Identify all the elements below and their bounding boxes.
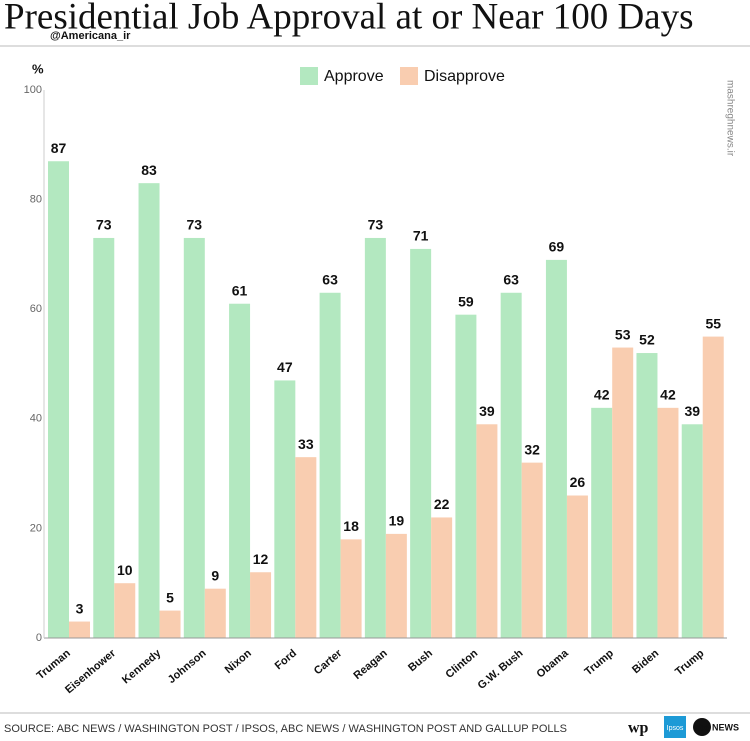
value-label: 47 [277, 359, 293, 375]
value-label: 87 [51, 140, 67, 156]
bar [295, 457, 317, 638]
value-label: 42 [660, 387, 676, 403]
bar [636, 353, 658, 638]
value-label: 22 [434, 496, 450, 512]
bar [431, 517, 453, 638]
bar [159, 610, 181, 638]
bar [183, 237, 205, 638]
value-label: 5 [166, 589, 174, 605]
value-label: 69 [549, 239, 565, 255]
bar [250, 572, 272, 638]
logo-circle [693, 718, 711, 736]
value-label: 12 [253, 551, 269, 567]
x-tick-label: Truman [35, 647, 73, 682]
y-tick-label: 80 [30, 194, 42, 206]
bar [681, 424, 703, 638]
y-tick-label: 20 [30, 522, 42, 534]
value-label: 73 [96, 217, 112, 233]
y-axis-label: % [32, 61, 44, 76]
x-tick-label: G.W. Bush [476, 647, 526, 692]
value-label: 39 [479, 403, 495, 419]
bar [545, 259, 567, 638]
x-tick-label: Trump [583, 647, 617, 678]
legend-label: Disapprove [424, 68, 505, 85]
x-tick-label: Eisenhower [63, 647, 119, 696]
value-label: 83 [141, 162, 157, 178]
bar [657, 407, 679, 638]
bar [612, 347, 634, 638]
bar [114, 583, 136, 638]
x-tick-label: Bush [406, 647, 435, 674]
x-tick-label: Ford [273, 647, 299, 672]
y-tick-label: 100 [24, 84, 42, 96]
value-label: 71 [413, 228, 429, 244]
value-label: 9 [211, 567, 219, 583]
value-label: 73 [187, 217, 203, 233]
value-label: 33 [298, 436, 314, 452]
bar [410, 248, 432, 639]
value-label: 55 [705, 315, 721, 331]
bar [521, 462, 543, 638]
x-tick-label: Kennedy [120, 647, 164, 687]
value-label: 73 [368, 217, 384, 233]
bar [274, 380, 296, 638]
bar [69, 621, 90, 638]
legend-label: Approve [324, 68, 384, 85]
bar [385, 533, 407, 638]
x-tick-label: Clinton [443, 647, 480, 681]
bar [204, 588, 226, 638]
y-tick-label: 40 [30, 413, 42, 425]
value-label: 63 [322, 271, 338, 287]
value-label: 61 [232, 282, 248, 298]
bar [500, 292, 522, 638]
bar [93, 237, 115, 638]
value-label: 39 [684, 403, 700, 419]
value-label: 53 [615, 326, 631, 342]
y-tick-label: 0 [36, 632, 42, 644]
value-label: 19 [389, 513, 405, 529]
bar [364, 237, 386, 638]
bar [138, 183, 160, 638]
value-label: 42 [594, 387, 610, 403]
value-label: 26 [570, 474, 586, 490]
y-tick-label: 60 [30, 303, 42, 315]
bar [455, 314, 477, 638]
value-label: 63 [503, 271, 519, 287]
x-tick-label: Biden [630, 647, 661, 676]
value-label: 3 [76, 600, 84, 616]
value-label: 59 [458, 293, 474, 309]
bar [591, 407, 613, 638]
bar [229, 303, 251, 638]
chart-title: Presidential Job Approval at or Near 100… [4, 0, 694, 37]
x-tick-label: Nixon [223, 647, 254, 676]
bar [319, 292, 341, 638]
legend-swatch [300, 67, 318, 85]
source: SOURCE: ABC NEWS / WASHINGTON POST / IPS… [4, 723, 567, 735]
legend-swatch [400, 67, 418, 85]
bar [48, 161, 69, 639]
x-tick-label: Obama [534, 647, 571, 681]
x-tick-label: Reagan [351, 647, 389, 682]
x-tick-label: Johnson [166, 647, 209, 686]
bar [566, 495, 588, 638]
x-tick-label: Trump [673, 647, 707, 678]
value-label: 52 [639, 332, 655, 348]
x-tick-label: Carter [312, 647, 345, 677]
side-mark: mashreghnews.ir [724, 80, 735, 157]
logo-box [664, 716, 686, 738]
logo: abc NEWS [694, 722, 739, 732]
bar [702, 336, 724, 638]
watermark: @Americana_ir [50, 30, 131, 42]
value-label: 32 [524, 441, 540, 457]
bar [476, 424, 498, 638]
logo: wp [628, 720, 649, 737]
value-label: 10 [117, 562, 133, 578]
value-label: 18 [343, 518, 359, 534]
bar [340, 539, 362, 638]
logo: Ipsos [667, 725, 684, 732]
